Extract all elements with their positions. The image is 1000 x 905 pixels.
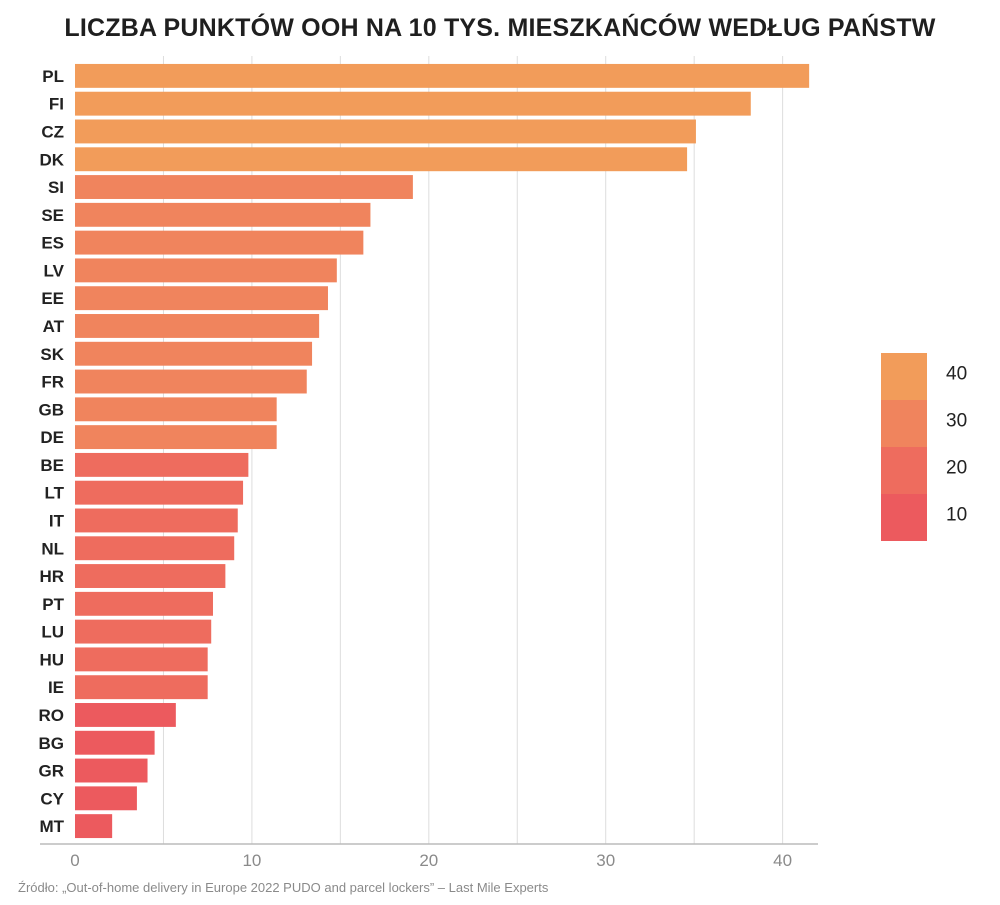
- x-tick-label: 20: [419, 851, 438, 870]
- grid-lines: [162, 56, 784, 844]
- category-label-cz: CZ: [41, 122, 64, 141]
- category-label-pl: PL: [42, 67, 64, 86]
- chart-title: LICZBA PUNKTÓW OOH NA 10 TYS. MIESZKAŃCÓ…: [64, 14, 936, 42]
- bar-lv: [75, 258, 337, 283]
- bars: [75, 63, 810, 839]
- bar-se: [75, 202, 371, 227]
- category-label-mt: MT: [39, 817, 64, 836]
- x-tick-label: 40: [773, 851, 792, 870]
- x-tick-label: 10: [242, 851, 261, 870]
- legend-swatch-30: [881, 400, 927, 447]
- category-label-ee: EE: [41, 289, 64, 308]
- category-label-gr: GR: [39, 762, 65, 781]
- bar-cy: [75, 786, 137, 811]
- bar-bg: [75, 730, 155, 755]
- bar-mt: [75, 814, 113, 839]
- legend-swatch-10: [881, 494, 927, 541]
- category-label-pt: PT: [42, 595, 64, 614]
- legend-label-40: 40: [946, 364, 967, 385]
- category-label-it: IT: [49, 511, 65, 530]
- category-label-gb: GB: [39, 400, 65, 419]
- bar-it: [75, 508, 238, 533]
- category-label-bg: BG: [39, 734, 65, 753]
- bar-pt: [75, 591, 213, 616]
- bar-lu: [75, 619, 212, 644]
- bar-si: [75, 175, 413, 199]
- bar-ie: [75, 675, 208, 700]
- category-label-lt: LT: [44, 484, 64, 503]
- bar-lt: [75, 480, 244, 505]
- bar-hu: [75, 647, 208, 672]
- category-label-ie: IE: [48, 678, 64, 697]
- category-label-fr: FR: [41, 373, 64, 392]
- category-label-nl: NL: [41, 539, 64, 558]
- legend-label-10: 10: [946, 505, 967, 526]
- bar-es: [75, 230, 364, 255]
- x-axis: 0 10 20 30 40: [40, 843, 818, 870]
- bar-at: [75, 314, 320, 338]
- legend-label-30: 30: [946, 411, 967, 432]
- legend-swatch-40: [881, 353, 927, 400]
- category-label-hr: HR: [39, 567, 64, 586]
- bar-ee: [75, 286, 328, 311]
- category-label-dk: DK: [39, 150, 64, 169]
- bar-gb: [75, 397, 277, 422]
- bar-cz: [75, 119, 696, 144]
- category-label-fi: FI: [49, 95, 64, 114]
- category-label-de: DE: [40, 428, 64, 447]
- category-label-cy: CY: [40, 789, 64, 808]
- bar-fr: [75, 369, 307, 394]
- category-label-es: ES: [41, 234, 64, 253]
- category-label-sk: SK: [40, 345, 64, 364]
- legend-label-20: 20: [946, 458, 967, 479]
- bar-pl: [75, 63, 810, 88]
- bar-be: [75, 452, 249, 477]
- legend-swatch-20: [881, 447, 927, 494]
- bar-sk: [75, 341, 313, 366]
- x-tick-label: 0: [70, 851, 79, 870]
- category-label-ro: RO: [39, 706, 65, 725]
- source-note: Źródło: „Out-of-home delivery in Europe …: [18, 880, 549, 895]
- bar-gr: [75, 758, 148, 783]
- bar-fi: [75, 91, 751, 116]
- category-label-at: AT: [43, 317, 65, 336]
- category-label-be: BE: [40, 456, 64, 475]
- category-label-hu: HU: [39, 650, 64, 669]
- bar-de: [75, 425, 277, 450]
- x-tick-label: 30: [596, 851, 615, 870]
- category-labels: PL FI CZ DK SI SE ES LV EE AT SK FR GB DE BE LT IT NL HR PT…: [39, 67, 65, 836]
- category-label-lv: LV: [44, 261, 65, 280]
- color-legend: 40 30 20 10: [881, 353, 967, 541]
- category-label-se: SE: [41, 206, 64, 225]
- category-label-lu: LU: [41, 623, 64, 642]
- bar-ro: [75, 703, 176, 727]
- bar-hr: [75, 564, 226, 588]
- bar-nl: [75, 536, 235, 561]
- bar-dk: [75, 147, 688, 172]
- category-label-si: SI: [48, 178, 64, 197]
